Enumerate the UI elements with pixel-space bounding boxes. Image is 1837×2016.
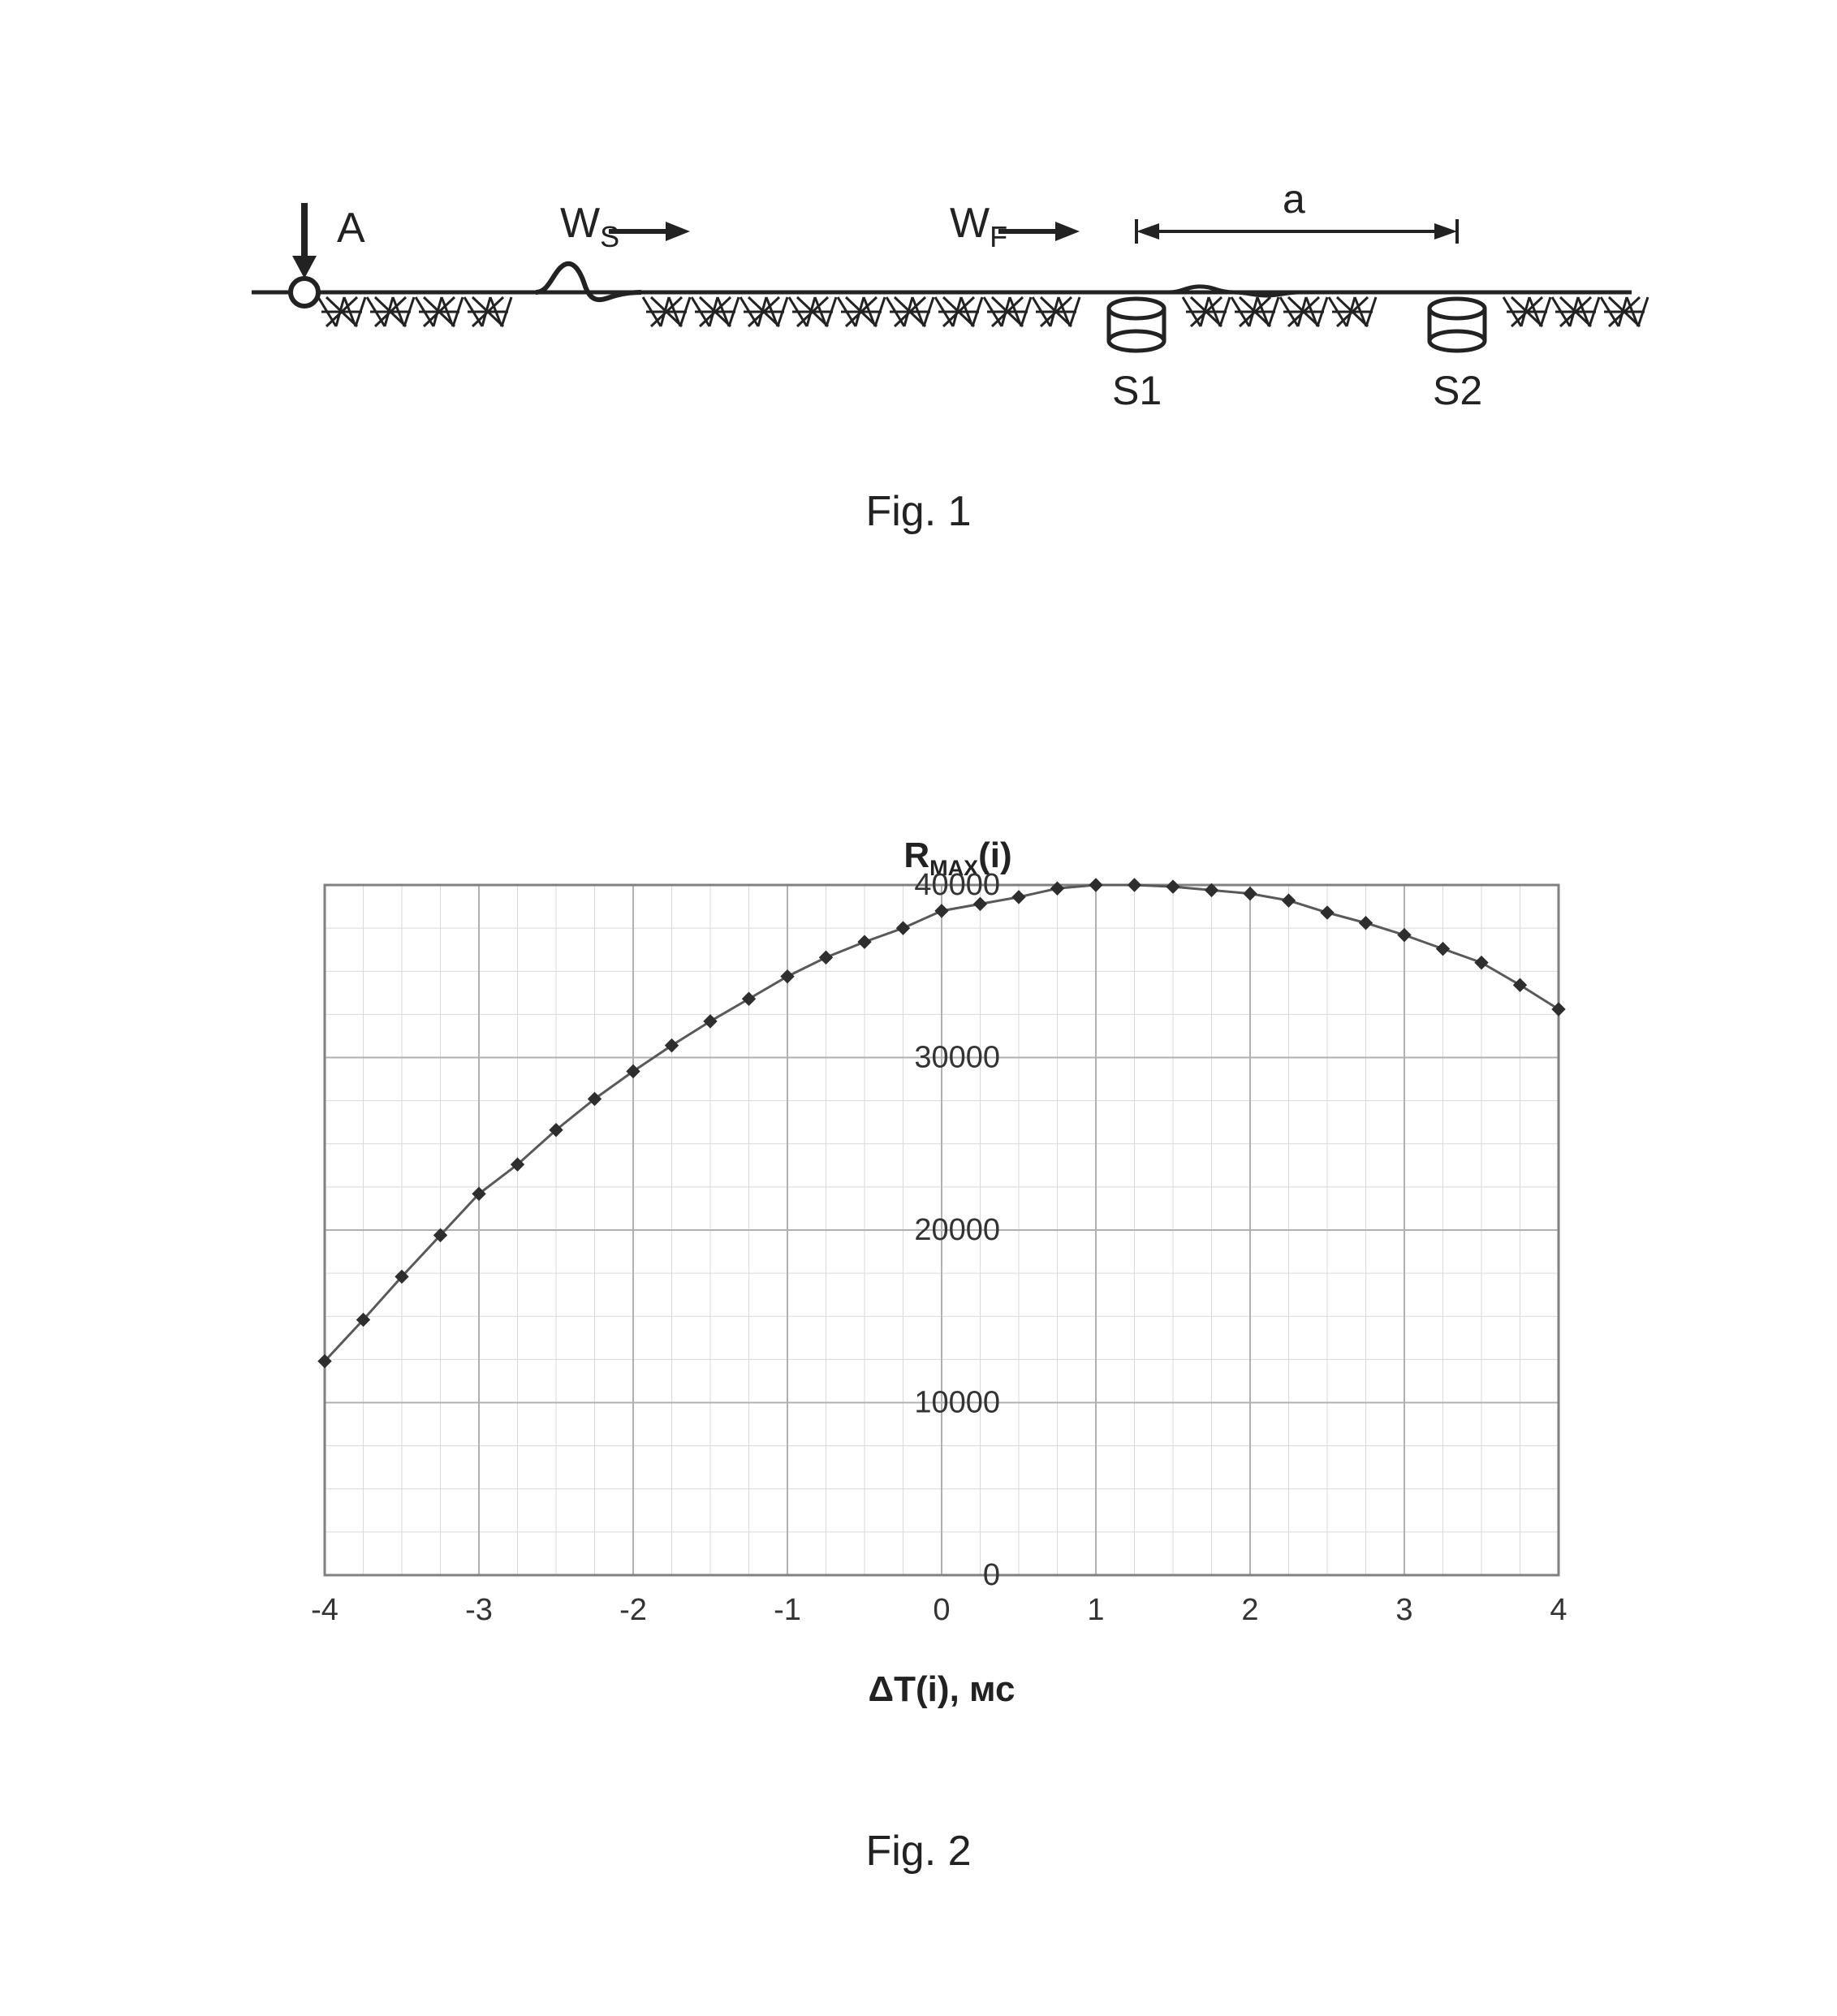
sensor-s2: [1429, 299, 1485, 351]
ytick-label: 40000: [914, 868, 1000, 902]
series-marker: [704, 1015, 717, 1028]
ytick-label: 10000: [914, 1386, 1000, 1420]
ytick-label: 30000: [914, 1041, 1000, 1075]
series-marker: [1514, 978, 1527, 991]
ytick-label: 20000: [914, 1213, 1000, 1247]
series-marker: [858, 935, 871, 948]
sensor-s1: [1109, 299, 1164, 351]
label-ws: WS: [560, 200, 619, 253]
series-marker: [1244, 887, 1257, 900]
series-marker: [1437, 943, 1450, 956]
xtick-label: -4: [311, 1593, 339, 1627]
series-marker: [1398, 929, 1411, 942]
label-a-point: A: [337, 205, 365, 252]
series-marker: [666, 1039, 679, 1052]
series-marker: [1475, 956, 1488, 969]
series-marker: [743, 992, 756, 1005]
series-marker: [1283, 894, 1296, 907]
fig2-caption: Fig. 2: [0, 1827, 1837, 1876]
series-marker: [781, 970, 794, 983]
xtick-label: -1: [774, 1593, 801, 1627]
fig1-diagram: A WS WF a S1 S2: [211, 138, 1672, 479]
xtick-label: 4: [1550, 1593, 1567, 1627]
fig2-chart: RMAX(i)010000200003000040000-4-3-2-10123…: [244, 820, 1640, 1778]
x-axis-label: ΔT(i), мс: [869, 1669, 1016, 1709]
label-s1: S1: [1112, 368, 1162, 413]
xtick-label: 2: [1241, 1593, 1258, 1627]
ytick-label: 0: [983, 1558, 1000, 1592]
series-marker: [1360, 917, 1373, 930]
series-marker: [1012, 891, 1025, 904]
series-marker: [1166, 880, 1179, 893]
xtick-label: 1: [1087, 1593, 1104, 1627]
fig1-caption: Fig. 1: [0, 487, 1837, 536]
label-s2: S2: [1433, 368, 1482, 413]
series-marker: [1552, 1003, 1565, 1016]
xtick-label: 3: [1395, 1593, 1412, 1627]
series-marker: [820, 951, 833, 964]
series-marker: [1321, 906, 1334, 919]
series-marker: [897, 922, 910, 935]
series-marker: [935, 904, 948, 917]
label-wf: WF: [950, 200, 1007, 253]
series-marker: [1089, 878, 1102, 891]
label-a-dim: a: [1283, 176, 1305, 222]
series-marker: [1128, 878, 1141, 891]
xtick-label: -2: [619, 1593, 647, 1627]
xtick-label: -3: [465, 1593, 493, 1627]
xtick-label: 0: [933, 1593, 950, 1627]
